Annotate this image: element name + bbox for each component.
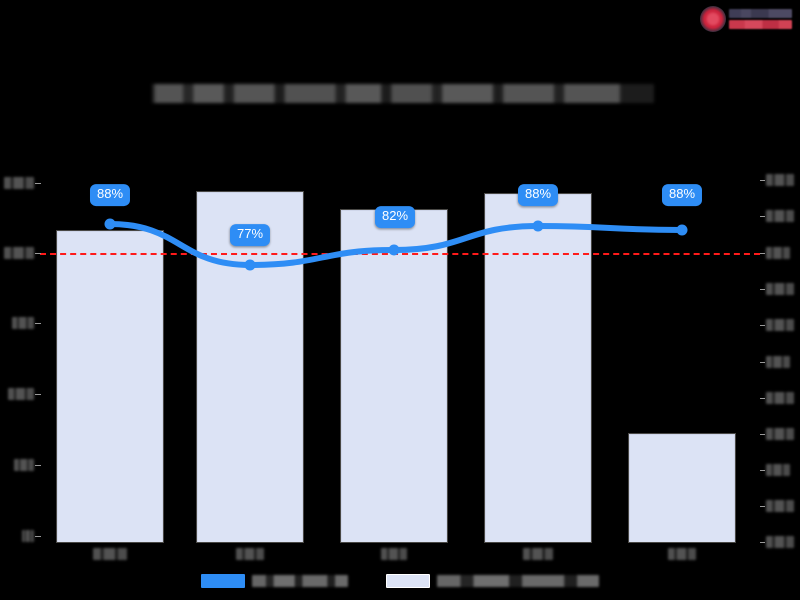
logo-wordmark-line-1 <box>729 9 792 18</box>
tick-mark <box>760 289 765 290</box>
right-axis-tick-label-6 <box>766 356 790 368</box>
tick-mark <box>35 253 41 254</box>
left-axis-tick-label-4 <box>8 388 34 400</box>
reference-line <box>40 253 760 255</box>
tick-mark <box>35 465 41 466</box>
right-axis-tick-label-10 <box>766 500 794 512</box>
right-axis-tick-label-4 <box>766 283 794 295</box>
data-label-5: 88% <box>661 184 703 206</box>
bar-3[interactable] <box>341 210 447 542</box>
x-axis-tick-label-2 <box>236 548 264 560</box>
left-axis-tick-label-2 <box>4 247 34 259</box>
bar-5[interactable] <box>629 434 735 542</box>
left-axis-tick-label-5 <box>14 459 34 471</box>
tick-mark <box>760 506 765 507</box>
right-axis-tick-label-5 <box>766 319 794 331</box>
x-axis-tick-label-4 <box>523 548 553 560</box>
tick-mark <box>760 542 765 543</box>
tick-mark <box>35 183 41 184</box>
x-axis-tick-label-3 <box>381 548 407 560</box>
tick-mark <box>760 362 765 363</box>
tick-mark <box>35 536 41 537</box>
tick-mark <box>760 216 765 217</box>
legend-item-line[interactable] <box>201 574 348 588</box>
chart-legend <box>0 570 800 592</box>
line-marker-1[interactable] <box>104 218 116 230</box>
data-label-2: 77% <box>229 224 271 246</box>
line-marker-5[interactable] <box>676 224 688 236</box>
right-axis-tick-label-1 <box>766 174 794 186</box>
legend-label-line <box>252 575 348 587</box>
left-axis-tick-label-3 <box>12 317 34 329</box>
tick-mark <box>760 470 765 471</box>
tick-mark <box>760 398 765 399</box>
right-axis-tick-label-11 <box>766 536 794 548</box>
tick-mark <box>760 325 765 326</box>
brand-logo <box>700 4 792 34</box>
plot-area <box>40 170 760 542</box>
bar-4[interactable] <box>485 194 591 542</box>
data-label-4: 88% <box>517 184 559 206</box>
logo-mark-icon <box>700 6 726 32</box>
tick-mark <box>760 253 765 254</box>
tick-mark <box>760 180 765 181</box>
legend-swatch-line <box>201 574 245 588</box>
bar-1[interactable] <box>57 231 163 542</box>
tick-mark <box>35 323 41 324</box>
x-axis-tick-label-5 <box>668 548 696 560</box>
right-axis-tick-label-7 <box>766 392 794 404</box>
data-label-1: 88% <box>89 184 131 206</box>
legend-item-bar[interactable] <box>386 574 599 588</box>
legend-label-bar <box>437 575 599 587</box>
legend-swatch-bar <box>386 574 430 588</box>
left-axis-tick-label-1 <box>4 177 34 189</box>
x-axis-tick-label-1 <box>93 548 127 560</box>
tick-mark <box>760 434 765 435</box>
left-axis-tick-label-6 <box>22 530 34 542</box>
data-label-3: 82% <box>374 206 416 228</box>
tick-mark <box>35 394 41 395</box>
right-axis-tick-label-8 <box>766 428 794 440</box>
right-axis-tick-label-3 <box>766 247 790 259</box>
right-axis-tick-label-9 <box>766 464 790 476</box>
right-axis-tick-label-2 <box>766 210 794 222</box>
logo-wordmark-line-2 <box>729 20 792 29</box>
chart-title <box>0 78 800 108</box>
chart-title-text <box>146 83 654 103</box>
logo-wordmark <box>729 9 792 29</box>
